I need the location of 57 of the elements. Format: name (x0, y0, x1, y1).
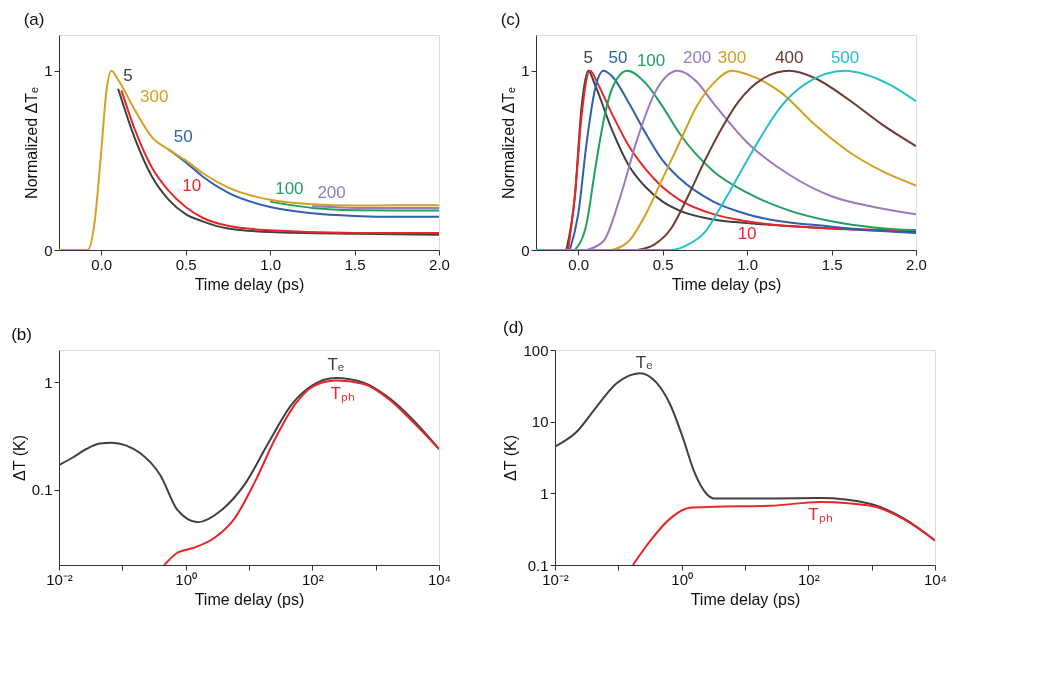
series-label: Tₑ (327, 354, 345, 374)
series-label: 5 (123, 65, 133, 85)
series-label: 100 (636, 50, 666, 70)
series-label: Tₚₕ (330, 384, 355, 405)
x-tick-label: 0.5 (652, 255, 674, 273)
series-label: 10 (182, 175, 202, 195)
y-tick-label: 0.1 (31, 481, 53, 499)
y-axis-title: Normalized ΔTₑ (500, 87, 518, 199)
x-tick-label: 2.0 (906, 255, 927, 273)
series-label: 5 (583, 47, 594, 67)
line-series (269, 200, 439, 212)
x-tick-label: 10⁰ (175, 570, 198, 588)
series-label: 10 (737, 224, 757, 244)
x-axis-title: Time delay (ps) (671, 275, 782, 293)
series-label: 400 (775, 47, 804, 67)
y-tick-label: 100 (523, 341, 549, 359)
x-tick-label: 10² (301, 570, 324, 588)
chart-title: (c) (500, 10, 521, 29)
series-label: Tₚₕ (808, 504, 833, 525)
y-axis-title: ΔT (K) (502, 435, 520, 481)
x-axis-title: Time delay (ps) (690, 590, 801, 608)
x-tick-label: 10² (797, 570, 820, 588)
x-tick-label: 10⁴ (923, 570, 948, 588)
y-axis-title: Normalized ΔTₑ (23, 87, 41, 199)
series-label: 500 (830, 47, 860, 67)
y-tick-label: 0 (44, 241, 53, 259)
chart-title: (a) (23, 10, 45, 29)
x-axis-title: Time delay (ps) (194, 590, 305, 608)
y-tick-label: 1 (44, 62, 53, 80)
x-tick-label: 1.5 (821, 255, 843, 273)
y-tick-label: 1 (44, 373, 53, 391)
series-label: 50 (608, 47, 628, 67)
x-tick-label: 1.0 (737, 255, 759, 273)
series-label: 300 (717, 47, 747, 67)
x-tick-label: 10⁴ (427, 570, 452, 588)
x-tick-label: 2.0 (429, 255, 450, 273)
series-label: 100 (275, 178, 304, 198)
x-axis-title: Time delay (ps) (194, 275, 305, 293)
series-label: 50 (173, 126, 193, 146)
series-label: 200 (317, 183, 346, 203)
y-axis-title: ΔT (K) (10, 435, 28, 481)
y-tick-label: 1 (540, 484, 549, 502)
series-label: 300 (140, 87, 169, 107)
series-label: 200 (682, 47, 712, 67)
series-label: Tₑ (635, 352, 653, 372)
y-tick-label: 1 (521, 62, 530, 80)
x-tick-label: 0.0 (91, 255, 113, 273)
x-tick-label: 1.5 (344, 255, 366, 273)
chart-title: (d) (502, 318, 524, 337)
y-tick-label: 0 (521, 241, 530, 259)
x-tick-label: 0.0 (568, 255, 590, 273)
x-tick-label: 10⁻² (46, 570, 73, 588)
x-tick-label: 0.5 (175, 255, 197, 273)
x-tick-label: 10⁰ (671, 570, 694, 588)
chart-title: (b) (11, 325, 32, 344)
y-tick-label: 10 (531, 413, 549, 431)
x-tick-label: 1.0 (260, 255, 282, 273)
